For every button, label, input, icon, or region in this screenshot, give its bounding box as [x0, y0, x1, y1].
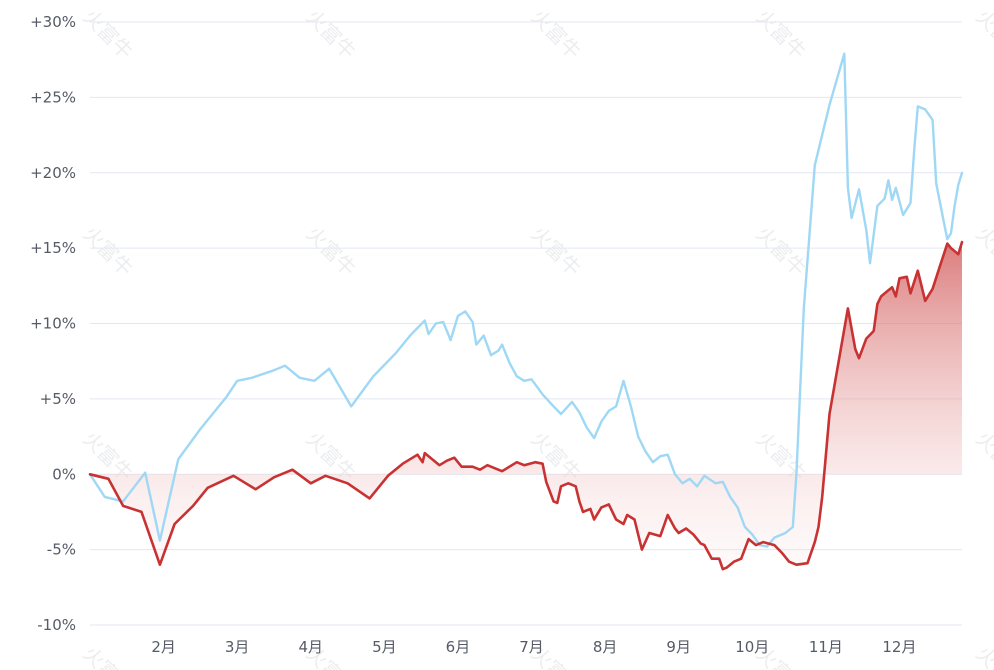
- watermark-0-3: 火富牛: [78, 642, 137, 670]
- watermark-3-0: 火富牛: [751, 5, 810, 64]
- x-tick-label: 6月: [446, 638, 471, 656]
- x-tick-label: 9月: [666, 638, 691, 656]
- y-tick-label: +20%: [30, 164, 76, 182]
- x-tick-label: 5月: [372, 638, 397, 656]
- watermark-1-0: 火富牛: [301, 5, 360, 64]
- watermark-1-1: 火富牛: [301, 222, 360, 281]
- y-tick-label: -5%: [47, 541, 76, 559]
- x-tick-label: 12月: [882, 638, 916, 656]
- series-area-fill: [90, 242, 962, 570]
- series-line-blue: [88, 52, 964, 548]
- x-tick-label: 2月: [151, 638, 176, 656]
- x-tick-label: 4月: [298, 638, 323, 656]
- series-layer: [88, 52, 964, 571]
- watermark-4-3: 火富牛: [971, 642, 994, 670]
- y-axis-labels: +30% +25% +20% +15% +10% +5% 0% -5% -10%: [30, 13, 76, 634]
- watermark-layer: 火富牛火富牛火富牛火富牛火富牛火富牛火富牛火富牛火富牛火富牛火富牛火富牛火富牛火…: [78, 5, 994, 670]
- x-tick-label: 10月: [735, 638, 769, 656]
- x-tick-label: 11月: [809, 638, 843, 656]
- y-tick-label: 0%: [52, 465, 76, 483]
- y-tick-label: +15%: [30, 239, 76, 257]
- watermark-3-1: 火富牛: [751, 222, 810, 281]
- watermark-0-1: 火富牛: [78, 222, 137, 281]
- grid-lines: [90, 21, 962, 626]
- watermark-0-0: 火富牛: [78, 5, 137, 64]
- watermark-4-0: 火富牛: [971, 5, 994, 64]
- watermark-4-2: 火富牛: [971, 427, 994, 486]
- y-tick-label: -10%: [37, 616, 76, 634]
- x-tick-label: 3月: [225, 638, 250, 656]
- x-tick-label: 7月: [519, 638, 544, 656]
- x-axis-labels: 2月 3月 4月 5月 6月 7月 8月 9月 10月 11月 12月: [151, 638, 916, 656]
- x-tick-label: 8月: [593, 638, 618, 656]
- y-tick-label: +10%: [30, 315, 76, 333]
- series-line-red: [88, 240, 964, 571]
- watermark-2-1: 火富牛: [526, 222, 585, 281]
- y-tick-label: +30%: [30, 13, 76, 31]
- watermark-4-1: 火富牛: [971, 222, 994, 281]
- y-tick-label: +25%: [30, 88, 76, 106]
- watermark-2-0: 火富牛: [526, 5, 585, 64]
- y-tick-label: +5%: [40, 390, 76, 408]
